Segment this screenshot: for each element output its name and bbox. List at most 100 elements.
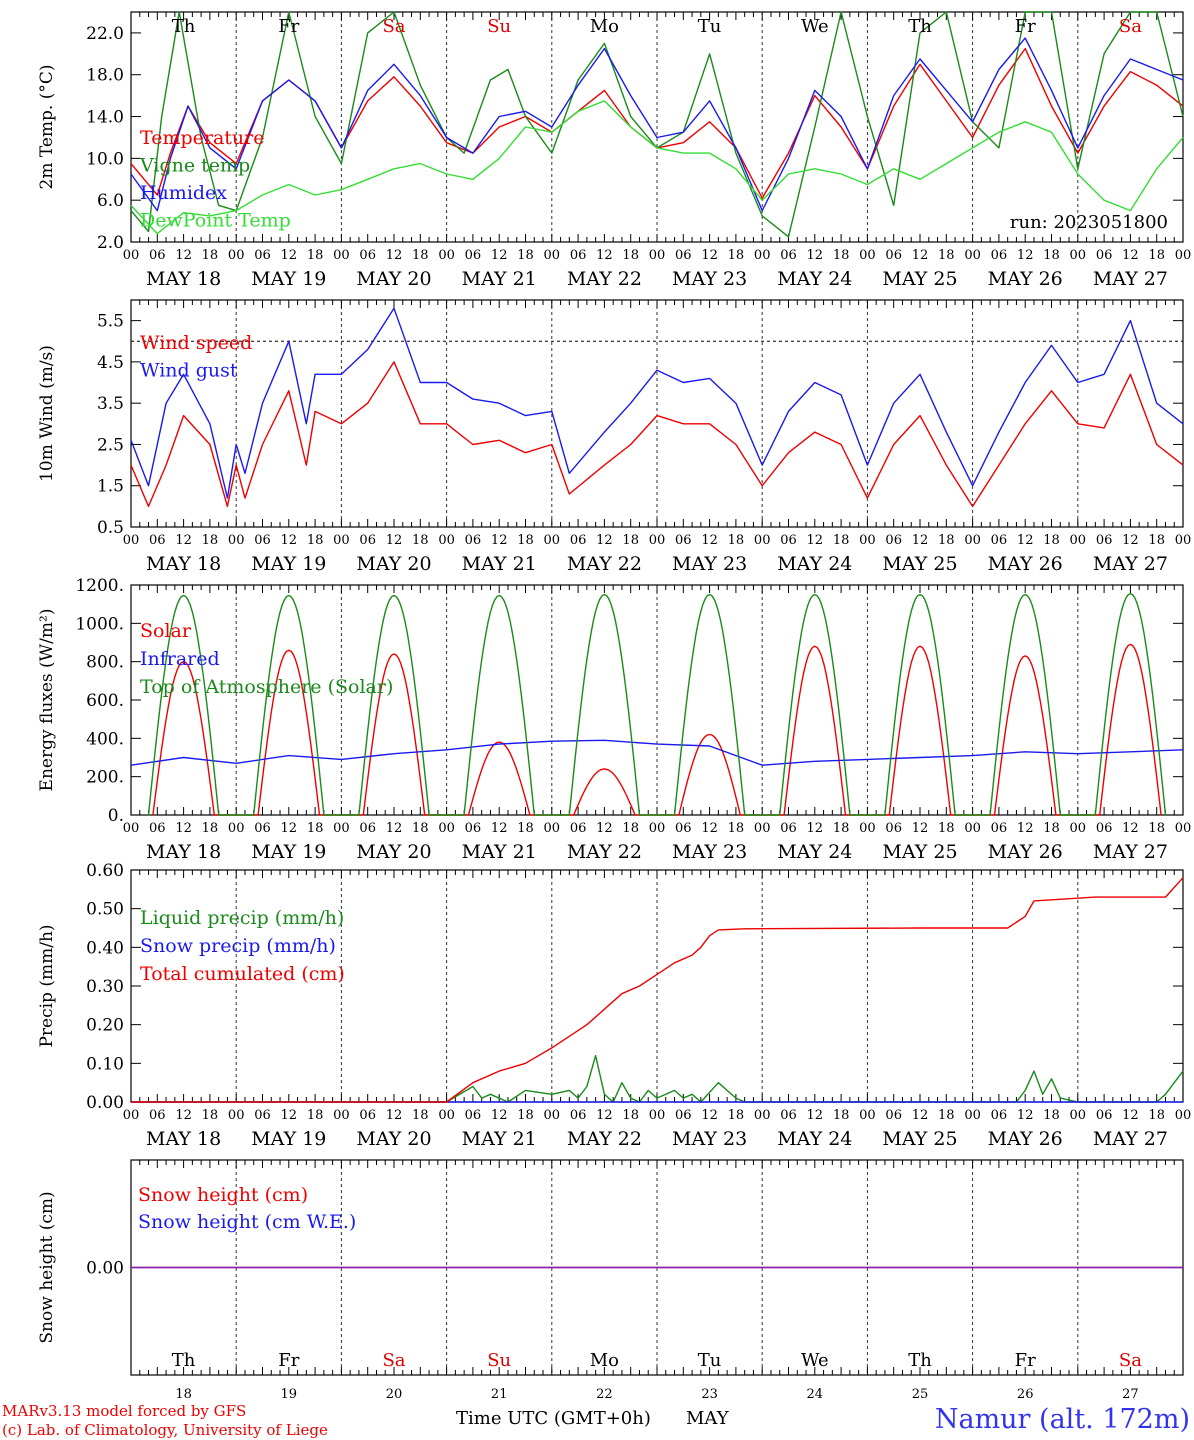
day-number: 19 <box>281 1387 298 1402</box>
hour-label: 12 <box>596 248 613 263</box>
hour-label: 06 <box>991 248 1008 263</box>
hour-label: 06 <box>570 533 587 548</box>
day-label: Th <box>172 16 196 37</box>
hour-label: 06 <box>675 1108 692 1123</box>
legend-entry: Snow precip (mm/h) <box>140 935 336 957</box>
hour-label: 00 <box>649 1108 666 1123</box>
y-tick-label: 0.60 <box>86 861 124 881</box>
date-label: MAY 23 <box>672 553 747 575</box>
hour-label: 00 <box>438 248 455 263</box>
y-axis-title: Snow height (cm) <box>37 1191 57 1343</box>
hour-label: 00 <box>123 1108 140 1123</box>
hour-label: 00 <box>333 1108 350 1123</box>
hour-label: 12 <box>596 1108 613 1123</box>
day-number: 23 <box>701 1387 718 1402</box>
hour-label: 00 <box>1175 821 1192 836</box>
hour-label: 00 <box>964 1108 981 1123</box>
hour-label: 18 <box>833 533 850 548</box>
date-label: MAY 26 <box>988 1128 1063 1150</box>
y-tick-label: 1000. <box>75 614 124 634</box>
date-label: MAY 19 <box>251 553 326 575</box>
hour-label: 18 <box>728 1108 745 1123</box>
date-label: MAY 19 <box>251 841 326 863</box>
date-label: MAY 25 <box>882 1128 957 1150</box>
legend-entry: Snow height (cm W.E.) <box>138 1211 356 1233</box>
date-label: MAY 20 <box>356 841 431 863</box>
hour-label: 12 <box>386 533 403 548</box>
day-number: 20 <box>386 1387 403 1402</box>
run-label: run: 2023051800 <box>1010 212 1168 233</box>
series-line-liquid-precip-mm-h- <box>131 1054 1184 1103</box>
day-label: Su <box>487 16 511 37</box>
hour-label: 18 <box>938 1108 955 1123</box>
hour-label: 06 <box>254 1108 271 1123</box>
panel-1: 2.0 6.0 10.0 14.0 18.0 22.0 2m Temp. (°C) Tempe… <box>37 11 1191 290</box>
hour-label: 18 <box>728 248 745 263</box>
hour-label: 00 <box>649 248 666 263</box>
hour-label: 00 <box>859 821 876 836</box>
date-label: MAY 18 <box>146 1128 221 1150</box>
hour-label: 12 <box>491 821 508 836</box>
y-tick-label: 14.0 <box>86 108 124 128</box>
hour-label: 18 <box>622 1108 639 1123</box>
date-label: MAY 18 <box>146 268 221 290</box>
hour-label: 06 <box>675 821 692 836</box>
hour-label: 00 <box>123 821 140 836</box>
hour-label: 18 <box>1148 1108 1165 1123</box>
hour-label: 06 <box>254 821 271 836</box>
hour-label: 00 <box>964 533 981 548</box>
panel-4: 0.00 0.10 0.20 0.30 0.40 0.50 0.60 Precip (mm/h… <box>37 861 1191 1150</box>
hour-label: 12 <box>701 533 718 548</box>
hour-label: 00 <box>1070 533 1087 548</box>
hour-label: 06 <box>991 821 1008 836</box>
hour-label: 06 <box>1096 821 1113 836</box>
hour-label: 06 <box>780 248 797 263</box>
hour-label: 12 <box>701 1108 718 1123</box>
hour-label: 18 <box>412 248 429 263</box>
hour-label: 00 <box>228 248 245 263</box>
hour-label: 06 <box>465 533 482 548</box>
legend-entry: Humidex <box>140 182 227 204</box>
y-tick-label: 0.20 <box>86 1016 124 1036</box>
date-label: MAY 21 <box>462 1128 537 1150</box>
hour-label: 06 <box>780 533 797 548</box>
hour-label: 12 <box>491 248 508 263</box>
hour-label: 18 <box>622 821 639 836</box>
y-tick-label: 0.00 <box>86 1093 124 1113</box>
y-tick-label: 4.5 <box>97 353 124 373</box>
x-axis-title: Time UTC (GMT+0h) <box>456 1408 651 1429</box>
day-number: 18 <box>175 1387 192 1402</box>
hour-label: 12 <box>1017 533 1034 548</box>
day-number: 22 <box>596 1387 613 1402</box>
date-label: MAY 22 <box>567 268 642 290</box>
day-label: Tu <box>698 1350 722 1371</box>
hour-label: 18 <box>728 821 745 836</box>
y-tick-label: 18.0 <box>86 66 124 86</box>
hour-label: 00 <box>859 248 876 263</box>
hour-label: 06 <box>1096 533 1113 548</box>
legend-entry: Liquid precip (mm/h) <box>140 907 344 929</box>
y-tick-label: 800. <box>86 653 124 673</box>
hour-label: 18 <box>307 821 324 836</box>
hour-label: 00 <box>964 821 981 836</box>
y-tick-label: 1.5 <box>97 477 124 497</box>
hour-label: 00 <box>1070 1108 1087 1123</box>
hour-label: 18 <box>307 1108 324 1123</box>
hour-label: 18 <box>517 1108 534 1123</box>
hour-label: 00 <box>1175 533 1192 548</box>
hour-label: 06 <box>675 248 692 263</box>
hour-label: 00 <box>1175 1108 1192 1123</box>
hour-label: 12 <box>807 248 824 263</box>
hour-label: 00 <box>544 533 561 548</box>
panel-3: 0. 200. 400. 600. 800. 1000. 1200. Energy fluxe… <box>37 576 1191 863</box>
date-label: MAY 25 <box>882 268 957 290</box>
y-tick-label: 22.0 <box>86 24 124 44</box>
series-line-wind-speed <box>130 361 1184 508</box>
panel-2: 0.5 1.5 2.5 3.5 4.5 5.5 10m Wind (m/s) Wind spe… <box>37 299 1192 575</box>
hour-label: 12 <box>281 248 298 263</box>
date-label: MAY 18 <box>146 553 221 575</box>
hour-label: 12 <box>281 533 298 548</box>
hour-label: 00 <box>438 821 455 836</box>
date-label: MAY 27 <box>1093 268 1168 290</box>
hour-label: 12 <box>175 248 192 263</box>
